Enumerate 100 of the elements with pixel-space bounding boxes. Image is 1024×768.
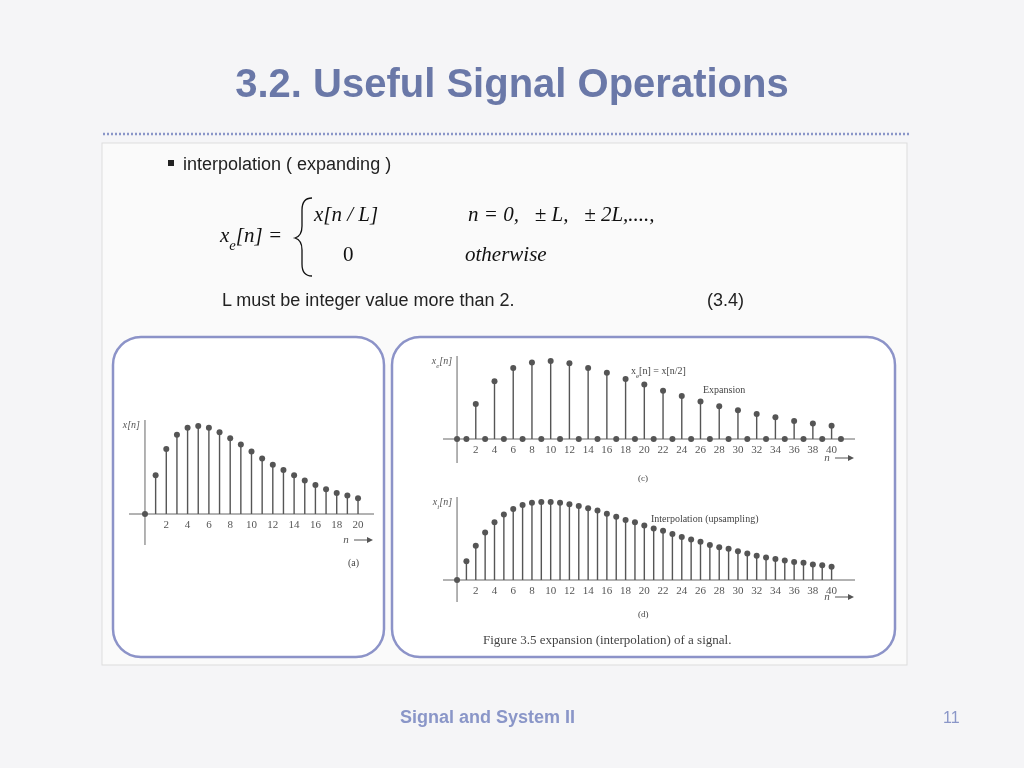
text: (3.4) [707,290,745,310]
point [622,375,629,382]
point [472,400,479,407]
point [538,499,545,505]
annotation: x$_{e}$[n] = x[n/2] [631,365,686,380]
point [216,429,223,436]
x-tick-label: 14 [288,518,301,530]
point [291,472,298,479]
point [641,522,648,529]
point [280,467,287,473]
x-tick-label: 10 [545,443,557,455]
point [678,393,685,400]
point [269,461,276,468]
point [772,555,779,562]
point [519,436,526,442]
x-tick-label: 14 [582,443,595,455]
point [491,378,498,385]
point [575,436,582,442]
point [528,499,535,506]
point [641,381,648,388]
point [585,365,592,372]
point [528,359,535,366]
annotation: Interpolation (upsampling) [651,513,759,525]
point [697,538,704,545]
point [753,411,760,418]
x-tick-label: 12 [267,518,279,530]
x-tick-label: 12 [563,443,575,455]
x-tick-label: 24 [676,443,688,455]
x-tick-label: 32 [751,584,763,596]
point [472,542,479,549]
point [538,436,545,442]
text: L must be integer value more than 2. [222,290,515,310]
point [500,511,507,518]
point [725,545,732,552]
x-axis-title: n [343,533,350,545]
point [344,492,351,499]
point [482,529,489,536]
point [809,561,816,568]
x-tick-label: 8 [227,518,234,530]
point [184,424,191,431]
point [323,486,330,493]
point [688,436,695,442]
x-tick-label: 28 [713,443,726,455]
point [819,436,826,442]
point [613,513,620,520]
point [744,550,751,557]
point [237,441,244,448]
x-tick-label: 6 [206,518,213,530]
point [557,499,564,506]
x-tick-label: 20 [638,584,651,596]
x-tick-label: 40 [826,443,838,455]
point [566,501,573,508]
point [828,563,835,570]
x-tick-label: 38 [807,584,819,596]
point [744,436,751,442]
point [603,369,610,376]
point [791,418,798,425]
y-axis-title: x$_{i}$[n] [431,496,453,511]
text: (c) [638,473,648,483]
x-tick-label: 30 [732,584,744,596]
point [660,387,667,394]
x-tick-label: 18 [620,584,632,596]
point [800,559,807,566]
annotation: Expansion [703,384,746,395]
x-tick-label: 4 [491,443,498,455]
point [594,507,601,514]
text: 0 [343,242,354,266]
point [763,554,770,561]
x-tick-label: 10 [246,518,258,530]
point [706,436,713,442]
point [622,516,629,523]
text: n = 0, ± L, ± 2L,...., [468,202,655,226]
point [791,559,798,566]
point [454,436,461,442]
x-tick-label: 16 [601,443,613,455]
point [688,536,695,543]
point [547,499,554,505]
text: interpolation ( expanding ) [183,154,392,174]
point [660,527,667,534]
x-tick-label: 8 [529,443,536,455]
point [800,436,807,442]
x-tick-label: 6 [510,443,517,455]
point [463,558,470,565]
point [547,358,554,364]
text: 11 [943,709,960,726]
point [141,511,148,517]
x-tick-label: 22 [657,443,669,455]
x-tick-label: 18 [331,518,343,530]
x-tick-label: 38 [807,443,819,455]
point [594,436,601,442]
x-tick-label: 2 [473,584,479,596]
x-tick-label: 26 [695,443,707,455]
point [510,365,517,372]
point [678,534,685,541]
point [163,445,170,452]
point [725,436,732,442]
point [482,436,489,442]
point [454,577,461,583]
x-tick-label: 40 [826,584,838,596]
x-tick-label: 14 [582,584,595,596]
